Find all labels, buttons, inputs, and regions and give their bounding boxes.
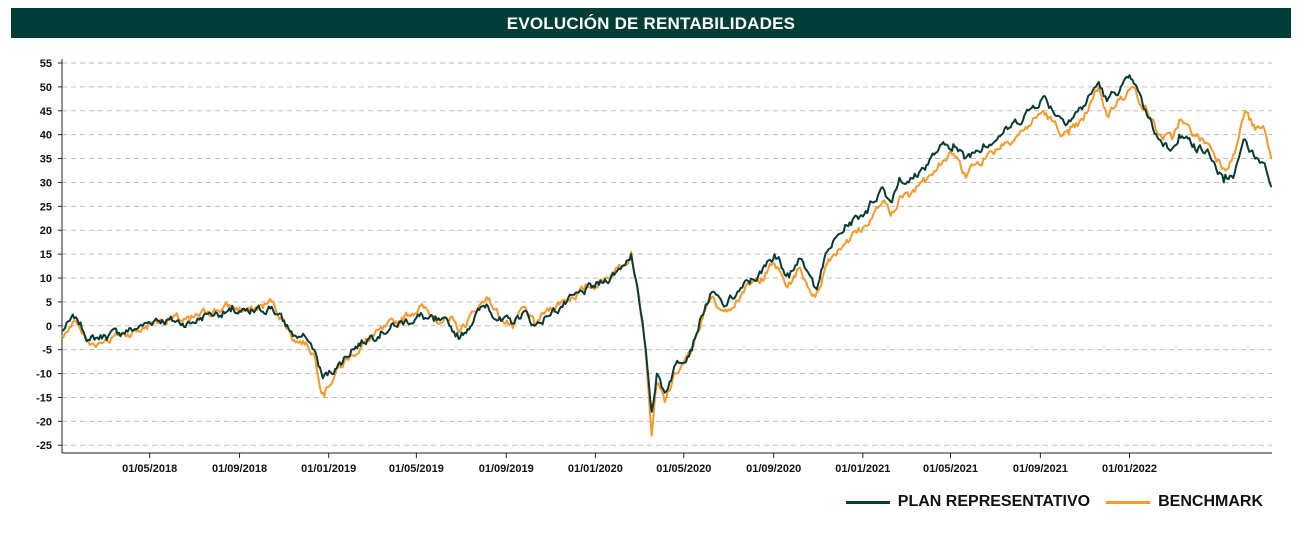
legend-label-plan: PLAN REPRESENTATIVO xyxy=(897,493,1091,510)
y-tick-label: -25 xyxy=(36,440,52,452)
legend-swatch-plan xyxy=(845,500,890,504)
x-tick-label: 01/01/2019 xyxy=(301,463,356,475)
legend-item-benchmark: BENCHMARK xyxy=(1106,493,1263,511)
y-tick-label: -20 xyxy=(36,416,52,428)
x-tick-label: 01/05/2021 xyxy=(923,463,978,475)
y-tick-label: 15 xyxy=(40,249,52,261)
y-tick-label: -15 xyxy=(36,392,52,404)
y-tick-label: 5 xyxy=(46,297,52,309)
x-tick-labels: 01/05/2018 01/09/2018 01/01/2019 01/05/2019… xyxy=(122,463,1157,475)
series-lines xyxy=(61,74,1273,437)
legend-item-plan: PLAN REPRESENTATIVO xyxy=(845,493,1091,511)
x-tick-label: 01/01/2022 xyxy=(1102,463,1157,475)
chart-title: EVOLUCIÓN DE RENTABILIDADES xyxy=(11,8,1291,38)
y-tick-label: 40 xyxy=(40,130,52,142)
legend-label-benchmark: BENCHMARK xyxy=(1158,493,1263,510)
legend: PLAN REPRESENTATIVO BENCHMARK xyxy=(830,493,1263,511)
y-tick-label: 25 xyxy=(40,201,52,213)
y-tick-label: 45 xyxy=(40,106,52,118)
y-tick-label: 35 xyxy=(40,154,52,166)
x-tick-label: 01/09/2021 xyxy=(1013,463,1068,475)
x-tick-label: 01/09/2020 xyxy=(746,463,801,475)
x-tick-label: 01/01/2020 xyxy=(568,463,623,475)
y-tick-label: 50 xyxy=(40,82,52,94)
legend-swatch-benchmark xyxy=(1106,500,1151,504)
x-tick-label: 01/09/2019 xyxy=(479,463,534,475)
y-tick-label: 55 xyxy=(40,58,52,70)
x-tick-label: 01/05/2019 xyxy=(389,463,444,475)
y-tick-label: 30 xyxy=(40,177,52,189)
x-tick-label: 01/05/2018 xyxy=(122,463,177,475)
series-line-benchmark xyxy=(61,85,1273,437)
y-tick-label: 20 xyxy=(40,225,52,237)
x-tick-label: 01/09/2018 xyxy=(212,463,267,475)
grid-lines xyxy=(62,62,1272,446)
series-line-plan-representativo xyxy=(61,74,1273,413)
y-tick-label: -5 xyxy=(42,345,52,357)
x-tick-label: 01/05/2020 xyxy=(656,463,711,475)
y-tick-label: 10 xyxy=(40,273,52,285)
x-tick-label: 01/01/2021 xyxy=(835,463,890,475)
axes xyxy=(58,59,1272,458)
y-tick-label: 0 xyxy=(46,321,52,333)
y-tick-label: -10 xyxy=(36,369,52,381)
